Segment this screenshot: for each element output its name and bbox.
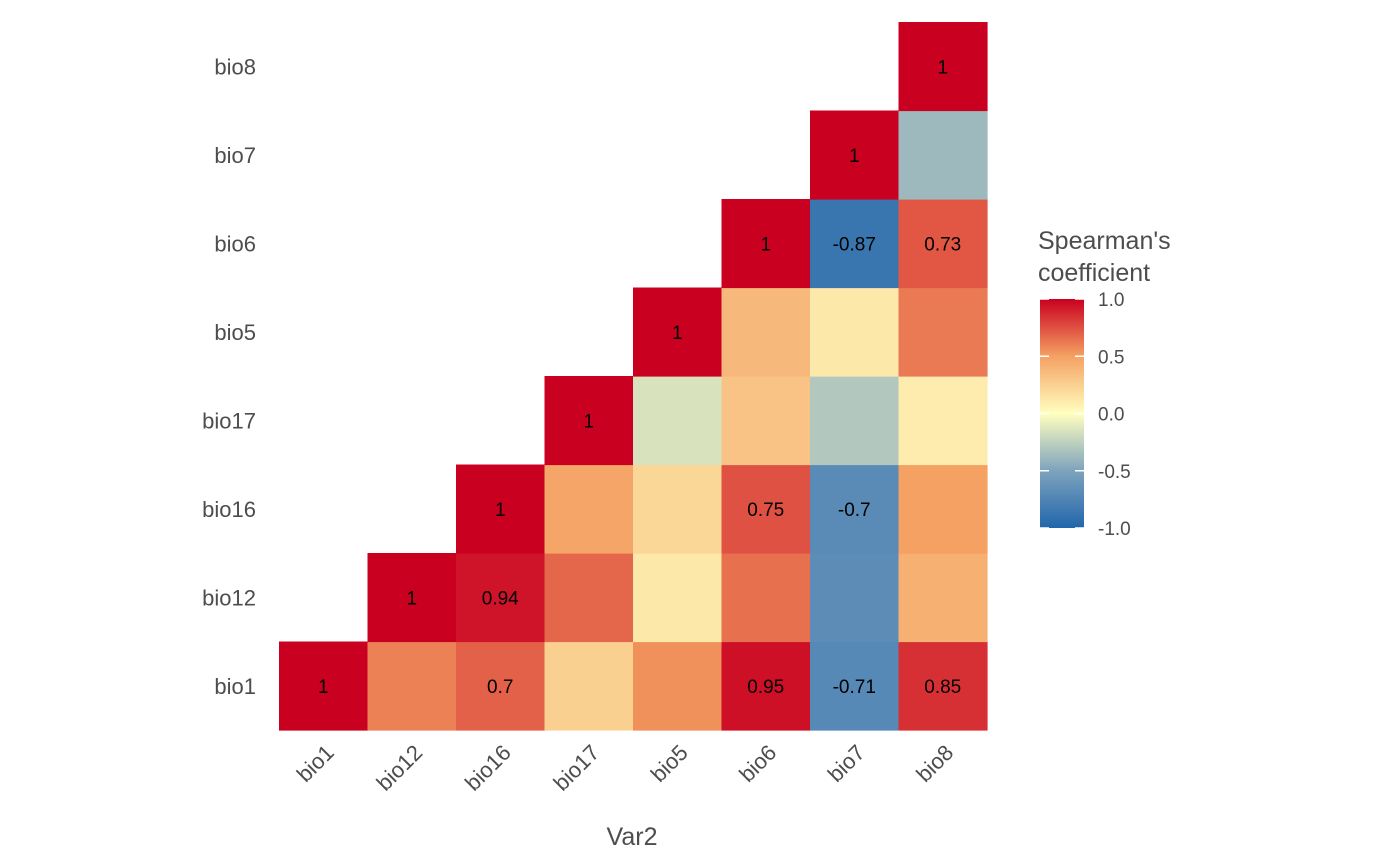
- cell-label-bio6-bio16: 0.75: [747, 500, 784, 521]
- heatmap-cell-bio17-bio12: [544, 553, 634, 643]
- heatmap-cell-bio1-bio1: [279, 641, 369, 731]
- heatmap-cell-bio5-bio17: [633, 376, 723, 466]
- heatmap-cell-bio8-bio8: [898, 22, 988, 112]
- cell-label-bio8-bio8: 1: [937, 57, 948, 78]
- x-tick-label-bio8: bio8: [911, 740, 958, 787]
- legend-tick-label: -0.5: [1098, 462, 1131, 483]
- heatmap-cell-bio8-bio5: [898, 287, 988, 377]
- y-tick-label-bio12: bio12: [202, 585, 256, 610]
- heatmap-cell-bio17-bio17: [544, 376, 634, 466]
- cell-label-bio5-bio5: 1: [672, 323, 683, 344]
- legend-tick-label: 1.0: [1098, 290, 1124, 311]
- heatmap-cell-bio5-bio5: [633, 287, 723, 377]
- heatmap-cell-bio6-bio5: [721, 287, 811, 377]
- heatmap-cell-bio7-bio16: [810, 464, 900, 554]
- cell-label-bio16-bio16: 1: [495, 500, 506, 521]
- x-tick-label-bio17: bio17: [549, 740, 605, 796]
- legend: Spearman's coefficient 1.0 0.5 0.0 -0.5 -1.0: [1038, 227, 1171, 540]
- cell-label-bio6-bio1: 0.95: [747, 677, 784, 698]
- heatmap-cell-bio7-bio5: [810, 287, 900, 377]
- heatmap-cell-bio7-bio6: [810, 199, 900, 289]
- cell-label-bio8-bio1: 0.85: [924, 677, 961, 698]
- heatmap-cell-bio6-bio12: [721, 553, 811, 643]
- cell-label-bio8-bio6: 0.73: [924, 234, 961, 255]
- legend-title-line-1: Spearman's: [1038, 227, 1171, 255]
- cell-label-bio16-bio12: 0.94: [482, 588, 519, 609]
- heatmap-cell-bio16-bio16: [456, 464, 546, 554]
- heatmap-cell-bio17-bio1: [544, 641, 634, 731]
- heatmap-cell-bio8-bio12: [898, 553, 988, 643]
- heatmap-cell-bio7-bio1: [810, 641, 900, 731]
- y-tick-label-bio8: bio8: [214, 54, 256, 79]
- heatmap-cell-bio8-bio1: [898, 641, 988, 731]
- y-tick-label-bio6: bio6: [214, 231, 256, 256]
- y-tick-label-bio17: bio17: [202, 408, 256, 433]
- cell-label-bio16-bio1: 0.7: [487, 677, 513, 698]
- heatmap-cell-bio7-bio7: [810, 110, 900, 200]
- cell-label-bio12-bio12: 1: [406, 588, 417, 609]
- legend-tick-label: 0.0: [1098, 405, 1124, 426]
- heatmap-cell-bio16-bio1: [456, 641, 546, 731]
- x-tick-label-bio1: bio1: [292, 740, 339, 787]
- x-tick-label-bio12: bio12: [372, 740, 428, 796]
- cell-label-bio6-bio6: 1: [760, 234, 771, 255]
- heatmap-cell-bio5-bio16: [633, 464, 723, 554]
- y-tick-label-bio5: bio5: [214, 320, 256, 345]
- x-tick-label-bio16: bio16: [460, 740, 516, 796]
- heatmap-cell-bio5-bio12: [633, 553, 723, 643]
- heatmap-cell-bio8-bio7: [898, 110, 988, 200]
- heatmap-cell-bio8-bio17: [898, 376, 988, 466]
- x-tick-label-bio7: bio7: [823, 740, 870, 787]
- cell-label-bio7-bio1: -0.71: [833, 677, 876, 698]
- cell-label-bio7-bio7: 1: [849, 146, 860, 167]
- heatmap-cells: [279, 22, 988, 731]
- heatmap-cell-bio6-bio16: [721, 464, 811, 554]
- y-tick-label-bio16: bio16: [202, 497, 256, 522]
- legend-title-line-2: coefficient: [1038, 259, 1150, 287]
- heatmap-cell-bio5-bio1: [633, 641, 723, 731]
- heatmap-cell-bio12-bio1: [367, 641, 457, 731]
- cell-label-bio1-bio1: 1: [318, 677, 329, 698]
- legend-ticks: 1.0 0.5 0.0 -0.5 -1.0: [1040, 290, 1131, 540]
- heatmap-cell-bio6-bio6: [721, 199, 811, 289]
- heatmap-cell-bio8-bio16: [898, 464, 988, 554]
- heatmap-cell-bio6-bio1: [721, 641, 811, 731]
- heatmap-cell-bio6-bio17: [721, 376, 811, 466]
- x-axis: bio1 bio12 bio16 bio17 bio5 bio6 bio7 bio8: [292, 740, 959, 796]
- heatmap-cell-bio7-bio17: [810, 376, 900, 466]
- legend-tick-label: 0.5: [1098, 347, 1124, 368]
- x-axis-title: Var2: [607, 823, 658, 851]
- y-axis: bio1 bio12 bio16 bio17 bio5 bio6 bio7 bio8: [202, 54, 256, 699]
- heatmap-cell-bio17-bio16: [544, 464, 634, 554]
- cell-label-bio7-bio16: -0.7: [838, 500, 871, 521]
- x-tick-label-bio5: bio5: [646, 740, 693, 787]
- heatmap-cell-bio8-bio6: [898, 199, 988, 289]
- heatmap-cell-bio16-bio12: [456, 553, 546, 643]
- x-tick-label-bio6: bio6: [734, 740, 781, 787]
- heatmap-cell-bio12-bio12: [367, 553, 457, 643]
- legend-tick-label: -1.0: [1098, 519, 1131, 540]
- y-tick-label-bio1: bio1: [214, 674, 256, 699]
- y-tick-label-bio7: bio7: [214, 143, 256, 168]
- cell-label-bio17-bio17: 1: [583, 411, 594, 432]
- cell-label-bio7-bio6: -0.87: [833, 234, 876, 255]
- heatmap-cell-bio7-bio12: [810, 553, 900, 643]
